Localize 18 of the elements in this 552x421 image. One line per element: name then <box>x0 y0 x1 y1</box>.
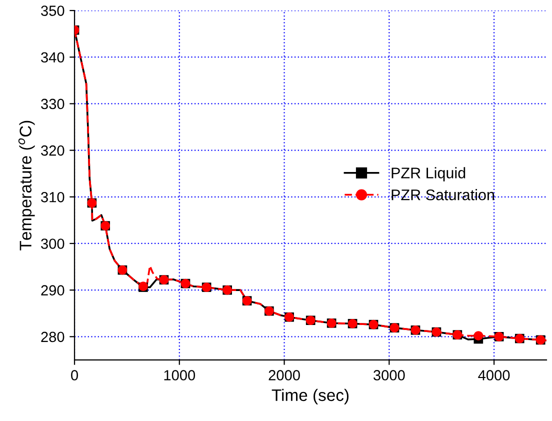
point <box>474 331 484 340</box>
y-tick-label: 340 <box>41 52 64 63</box>
x-tick-label: 0 <box>71 370 78 380</box>
y-tick-label: 330 <box>41 98 64 110</box>
y-tick-label: 300 <box>41 238 64 249</box>
y-tick-label: 290 <box>41 285 64 296</box>
y-tick-label: 280 <box>41 332 64 342</box>
y-tick-label: 350 <box>41 6 64 16</box>
x-tick-label: 4000 <box>478 370 510 380</box>
legend-label: PZR Liquid <box>392 167 466 182</box>
y-tick-label: 310 <box>41 192 64 202</box>
y-tick-label: 320 <box>41 145 64 156</box>
legend-label: PZR Saturation <box>392 189 494 200</box>
x-tick-label: 3000 <box>373 370 405 380</box>
x-tick-label: 1000 <box>164 370 196 380</box>
x-axis-title: Time (sec) <box>272 388 349 404</box>
x-tick-label: 2000 <box>268 370 300 380</box>
y-axis-title: Temperature ($^{o}$C) <box>18 120 35 250</box>
